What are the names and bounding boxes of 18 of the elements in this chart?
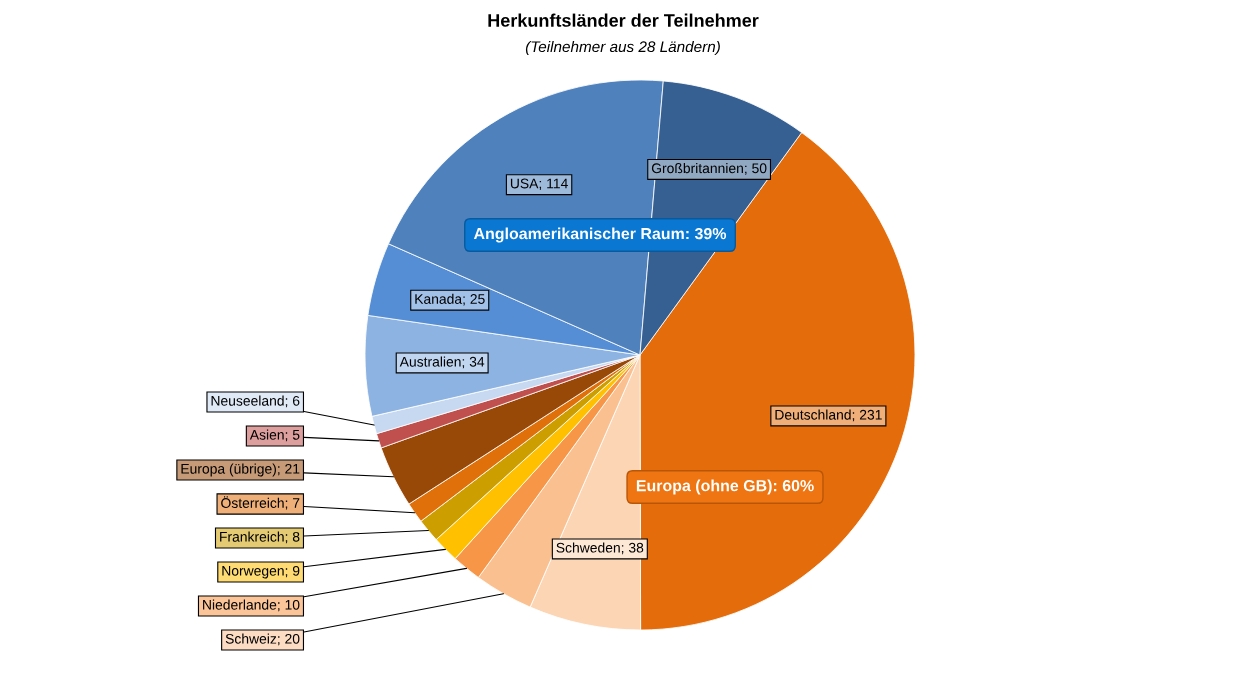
data-label: Großbritannien; 50 xyxy=(651,162,767,175)
data-label: Australien; 34 xyxy=(399,356,485,369)
text: Europa (ohne GB): 60% xyxy=(636,479,814,495)
chart-title: Herkunftsländer der Teilnehmer xyxy=(488,13,759,27)
data-label: Norwegen; 9 xyxy=(222,565,300,579)
chart-subtitle: (Teilnehmer aus 28 Ländern) xyxy=(525,40,720,56)
data-label: Österreich; 7 xyxy=(221,496,300,510)
data-label: Asien; 5 xyxy=(249,429,300,442)
data-label: Deutschland; 231 xyxy=(775,409,882,422)
data-label: Kanada; 25 xyxy=(415,293,485,306)
data-label: Neuseeland; 6 xyxy=(211,395,300,408)
data-label: Europa (übrige); 21 xyxy=(181,463,300,477)
data-label: USA; 114 xyxy=(510,178,568,191)
data-label: Niederlande; 10 xyxy=(203,599,300,612)
data-label: Schweden; 38 xyxy=(556,542,644,555)
data-label: Frankreich; 8 xyxy=(220,531,300,544)
text: Angloamerikanischer Raum: 39% xyxy=(473,227,727,243)
data-label: Schweiz; 20 xyxy=(225,633,300,646)
